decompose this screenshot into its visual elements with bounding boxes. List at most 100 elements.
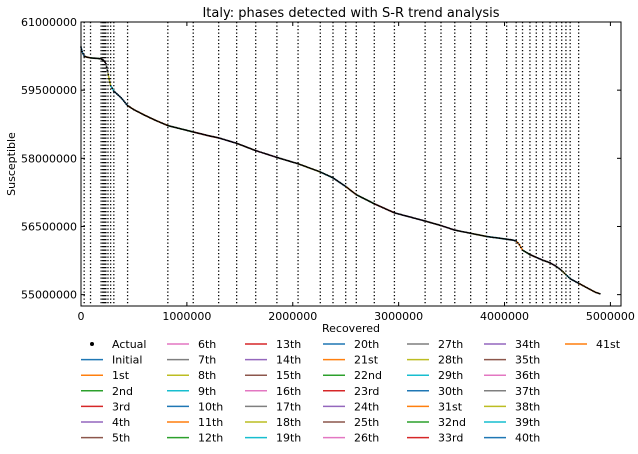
legend-entry: 36th (515, 369, 540, 382)
actual-point (465, 232, 467, 234)
y-tick-label: 58000000 (21, 152, 77, 165)
legend-entry: 3rd (112, 400, 130, 413)
actual-point (113, 90, 115, 92)
legend-entry: 40th (515, 432, 540, 445)
legend-entry: 25th (354, 416, 379, 429)
legend-entry: 18th (276, 416, 301, 429)
actual-point (478, 234, 480, 236)
actual-point (110, 85, 112, 87)
legend-entry: 16th (276, 385, 301, 398)
x-tick-label: 3000000 (374, 310, 423, 323)
legend-entry: 9th (198, 385, 216, 398)
actual-point (520, 247, 522, 249)
legend-entry: 29th (438, 369, 463, 382)
x-tick-label: 5000000 (586, 310, 635, 323)
legend-entry: 12th (198, 432, 223, 445)
actual-point (109, 81, 111, 83)
legend-entry: 20th (354, 338, 379, 351)
legend-entry: 22nd (354, 369, 382, 382)
actual-point (473, 233, 475, 235)
legend-entry: 7th (198, 354, 216, 367)
actual-point (514, 240, 516, 242)
legend-marker (90, 342, 94, 346)
actual-point (107, 70, 109, 72)
actual-point (519, 244, 521, 246)
legend-entry: 33rd (438, 432, 463, 445)
actual-point (124, 102, 126, 104)
legend-entry: 10th (198, 400, 223, 413)
actual-point (108, 78, 110, 80)
actual-point (564, 272, 566, 274)
legend-entry: 11th (198, 416, 223, 429)
legend-entry: 13th (276, 338, 301, 351)
legend-entry: Initial (112, 354, 142, 367)
actual-point (105, 63, 107, 65)
legend-entry: 35th (515, 354, 540, 367)
actual-point (525, 251, 527, 253)
legend-entry: 32nd (438, 416, 466, 429)
phase-change-lines (84, 22, 578, 306)
actual-point (599, 293, 601, 295)
actual-point (338, 181, 340, 183)
actual-point (483, 235, 485, 237)
legend-entry: 34th (515, 338, 540, 351)
legend-entry: 17th (276, 400, 301, 413)
actual-point (111, 87, 113, 89)
legend-entry: 30th (438, 385, 463, 398)
legend-entry: Actual (112, 338, 146, 351)
x-axis-label: Recovered (322, 322, 380, 335)
legend-entry: 27th (438, 338, 463, 351)
actual-point (517, 242, 519, 244)
legend-entry: 4th (112, 416, 130, 429)
plot-area-frame (81, 22, 621, 306)
actual-point (567, 275, 569, 277)
y-tick-label: 59500000 (21, 84, 77, 97)
actual-point (120, 97, 122, 99)
actual-point (117, 94, 119, 96)
actual-point (114, 92, 116, 94)
legend-entry: 23rd (354, 385, 379, 398)
actual-point (107, 74, 109, 76)
legend-entry: 19th (276, 432, 301, 445)
legend-entry: 2nd (112, 385, 133, 398)
actual-point (123, 100, 125, 102)
legend-entry: 8th (198, 369, 216, 382)
actual-point (125, 103, 127, 105)
actual-point (515, 240, 517, 242)
legend-entry: 14th (276, 354, 301, 367)
actual-point (106, 66, 108, 68)
y-axis-label: Susceptible (5, 132, 18, 196)
actual-point (119, 96, 121, 98)
actual-point (568, 277, 570, 279)
legend-entry: 38th (515, 400, 540, 413)
legend-entry: 21st (354, 354, 379, 367)
actual-point (116, 93, 118, 95)
actual-point (455, 230, 457, 232)
actual-point (526, 252, 528, 254)
actual-point (512, 239, 514, 241)
legend-entry: 1st (112, 369, 130, 382)
legend-entry: 28th (438, 354, 463, 367)
legend-entry: 37th (515, 385, 540, 398)
legend-entry: 39th (515, 416, 540, 429)
legend-entry: 6th (198, 338, 216, 351)
legend-entry: 24th (354, 400, 379, 413)
actual-point (82, 53, 84, 55)
actual-point (562, 271, 564, 273)
legend: Actual Initial 1st 2nd 3rd 4th 5th 6th 7th 8th 9th… (81, 338, 621, 445)
y-tick-label: 55000000 (21, 289, 77, 302)
actual-point (122, 99, 124, 101)
legend-entry: 31st (438, 400, 463, 413)
y-tick-label: 56500000 (21, 220, 77, 233)
legend-entry: 26th (354, 432, 379, 445)
legend-entry: 5th (112, 432, 130, 445)
x-tick-label: 0 (78, 310, 85, 323)
actual-point (460, 230, 462, 232)
actual-point (561, 270, 563, 272)
y-tick-label: 61000000 (21, 16, 77, 29)
actual-point (470, 232, 472, 234)
x-tick-label: 4000000 (480, 310, 529, 323)
chart-title: Italy: phases detected with S-R trend an… (202, 6, 499, 21)
legend-entry: 41st (596, 338, 621, 351)
